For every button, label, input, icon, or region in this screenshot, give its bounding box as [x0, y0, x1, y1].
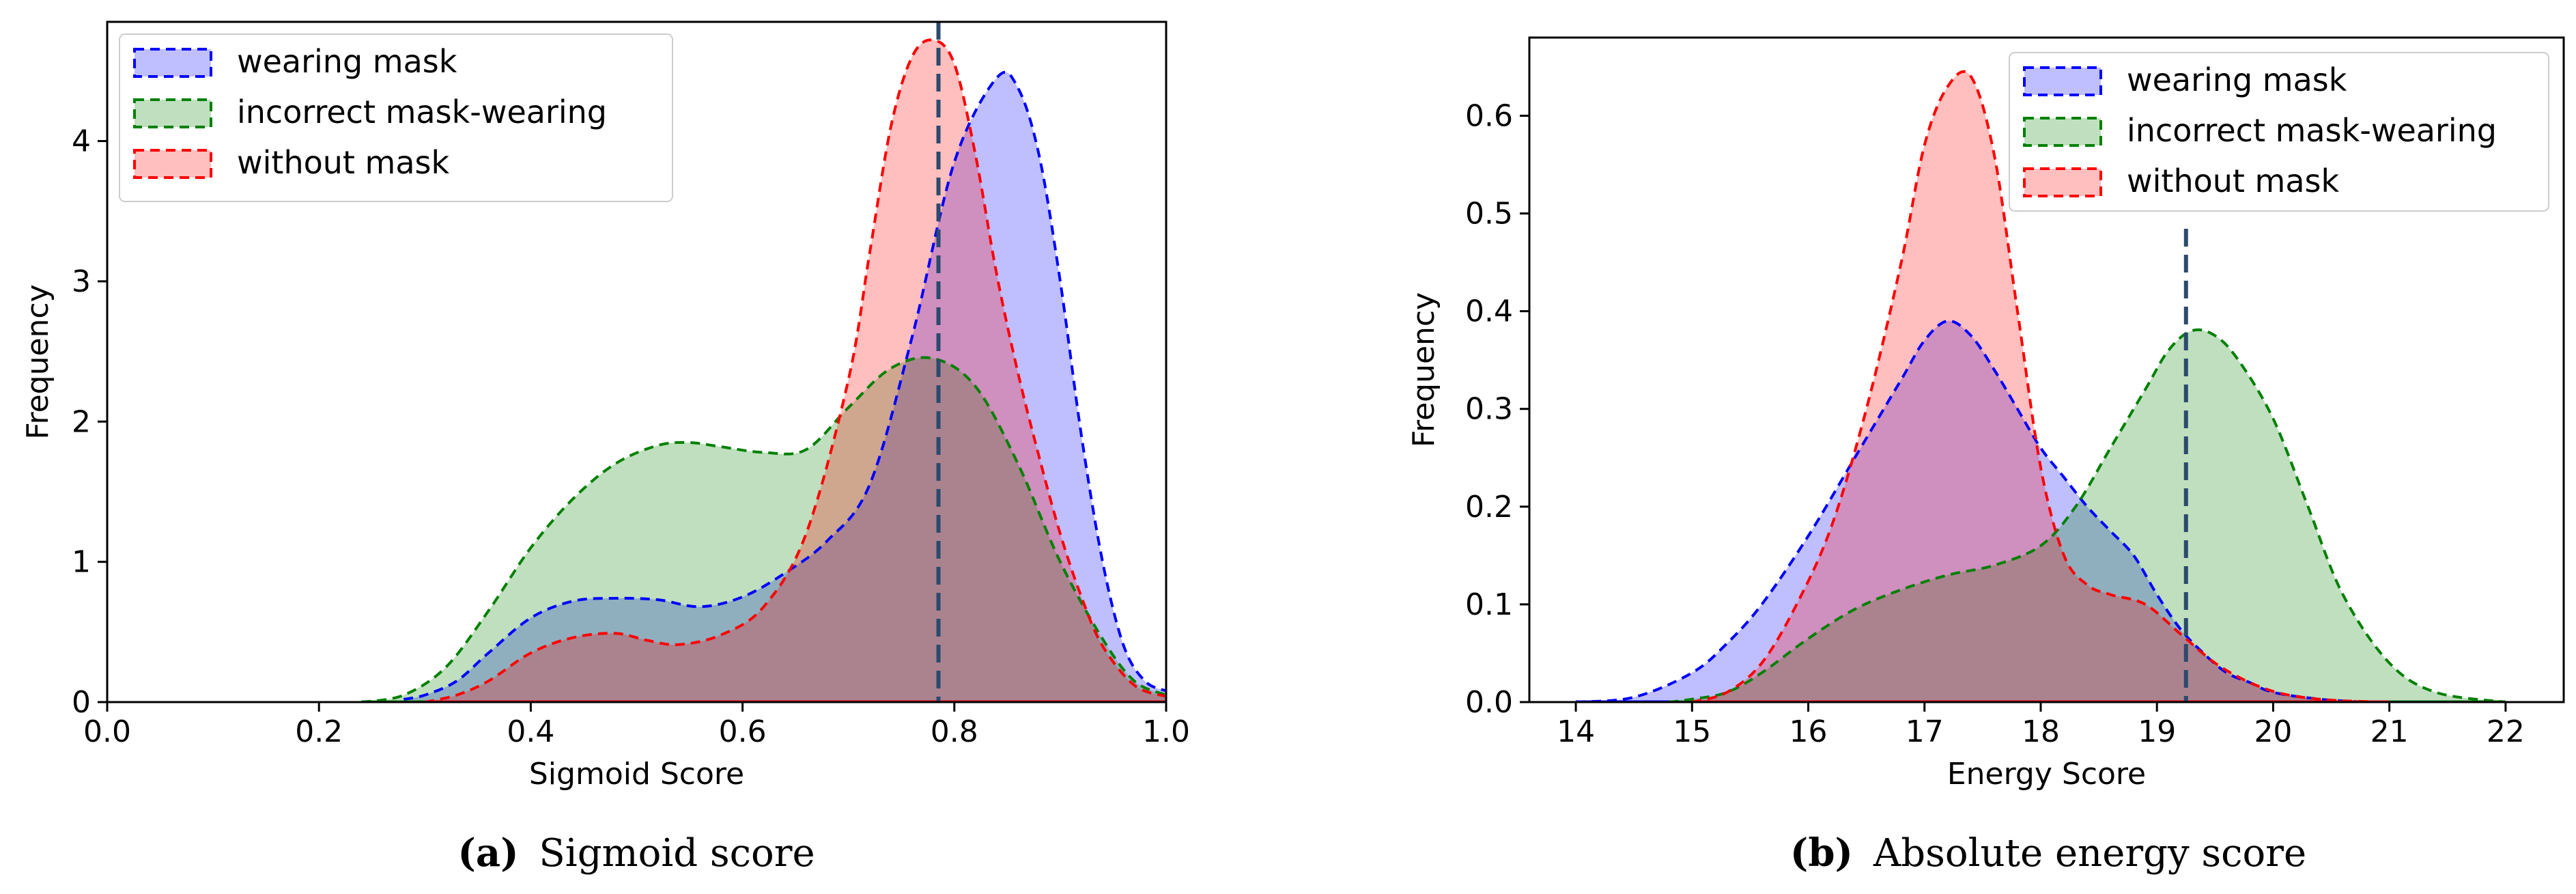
panel-b-series-0-area [1576, 320, 2366, 702]
panel-a-series-2-line [424, 38, 1166, 702]
panel-b-xtick-label: 15 [1673, 714, 1711, 749]
panel-b-legend-label: incorrect mask-wearing [2127, 112, 2497, 149]
panel-b-series-2-line [1691, 70, 2390, 702]
panel-b-xtick-label: 19 [2138, 714, 2176, 749]
panel-a-legend-label: without mask [237, 144, 450, 181]
panel-a-ylabel: Frequency [20, 284, 55, 439]
panel-a-ytick-label: 3 [72, 264, 91, 299]
panel-a-xtick-label: 0.0 [83, 714, 131, 749]
panel-a-series-1-line [360, 356, 1166, 702]
panel-b-xtick-label: 20 [2254, 714, 2292, 749]
panel-b-series-2-area [1692, 71, 2390, 702]
panel-a-xtick-label: 0.6 [719, 714, 767, 749]
panel-b-caption-text: Absolute energy score [1873, 831, 2306, 876]
panel-b-legend-swatch [2023, 66, 2102, 96]
panel-a-legend-swatch [133, 149, 212, 179]
panel-a-xtick-label: 0.8 [931, 714, 978, 749]
panel-a-legend: wearing mask incorrect mask-wearing withou… [119, 33, 673, 202]
panel-b-ylabel: Frequency [1406, 292, 1441, 447]
panel-a-ticks: 0.0 0.2 0.4 0.6 0.8 1.0 0 1 2 3 4 [72, 124, 1190, 749]
panel-b-series-1-line [1669, 328, 2506, 702]
panel-b-ytick-label: 0.3 [1465, 392, 1513, 427]
panel-b-ytick-label: 0.2 [1465, 490, 1513, 525]
panel-a-ytick-label: 2 [72, 404, 91, 439]
panel-b-xtick-label: 14 [1557, 714, 1595, 749]
panel-a-xtick-label: 0.4 [507, 714, 554, 749]
panel-b-xtick-label: 22 [2487, 714, 2525, 749]
panel-b-legend-swatch [2023, 117, 2102, 147]
panel-a-legend-swatch [133, 98, 212, 128]
panel-b-frame [1528, 36, 2565, 703]
panel-b-xtick-label: 21 [2370, 714, 2409, 749]
panel-a-legend-label: incorrect mask-wearing [237, 94, 607, 130]
panel-b-ytick-label: 0.6 [1465, 98, 1513, 133]
panel-a-legend-swatch [133, 48, 212, 78]
panel-a-ytick-label: 4 [72, 124, 91, 159]
panel-b-caption-label: (b) [1790, 830, 1853, 876]
panel-b-series-1-area [1669, 329, 2506, 702]
panel-b-ytick-label: 0.1 [1465, 587, 1513, 622]
panel-a-series-1-area [361, 357, 1166, 702]
panel-b-ytick-label: 0.0 [1465, 685, 1513, 720]
panel-b-xtick-label: 18 [2022, 714, 2060, 749]
panel-a-caption-text: Sigmoid score [539, 831, 815, 876]
panel-a-xtick-label: 0.2 [295, 714, 343, 749]
panel-b-xlabel: Energy Score [1947, 757, 2146, 792]
panel-a-legend-label: wearing mask [237, 43, 457, 80]
panel-b-legend-label: wearing mask [2127, 61, 2347, 98]
panel-b-legend-frame [2009, 52, 2549, 212]
panel-b-caption: (b) Absolute energy score [1790, 830, 2306, 876]
panel-a-caption-label: (a) [457, 830, 518, 876]
panel-a-legend-frame [119, 33, 673, 202]
panel-b-ytick-label: 0.4 [1465, 294, 1513, 329]
panel-a-caption: (a) Sigmoid score [457, 830, 815, 876]
panel-a-ytick-label: 1 [72, 545, 91, 580]
panel-a-sigmoid: 0.0 0.2 0.4 0.6 0.8 1.0 0 1 2 3 4 Sigmoid Score Fr… [20, 20, 1190, 876]
panel-a-xlabel: Sigmoid Score [529, 757, 744, 792]
panel-b-legend: wearing mask incorrect mask-wearing withou… [2009, 52, 2549, 212]
panel-b-xtick-label: 16 [1789, 714, 1828, 749]
panel-b-legend-label: without mask [2127, 163, 2340, 199]
panel-b-ytick-label: 0.5 [1465, 197, 1513, 232]
panel-b-series-0-line [1575, 319, 2366, 702]
panel-b-legend-swatch [2023, 167, 2102, 197]
panel-a-ytick-label: 0 [72, 685, 91, 720]
panel-a-series-0-area [404, 72, 1166, 702]
panel-a-series-2-area [425, 40, 1166, 702]
panel-a-series-0-line [403, 70, 1166, 701]
panel-a-frame [106, 20, 1167, 703]
panel-b-ticks: 14 15 16 17 18 19 20 21 22 0.0 0.1 0.2 0.3 0.4 0.5 0.6 [1465, 98, 2525, 749]
panel-b-xtick-label: 17 [1906, 714, 1944, 749]
panel-b-energy: 14 15 16 17 18 19 20 21 220.00.10.20.30.40.50.6 … [1406, 36, 2565, 876]
panel-a-xtick-label: 1.0 [1142, 714, 1190, 749]
